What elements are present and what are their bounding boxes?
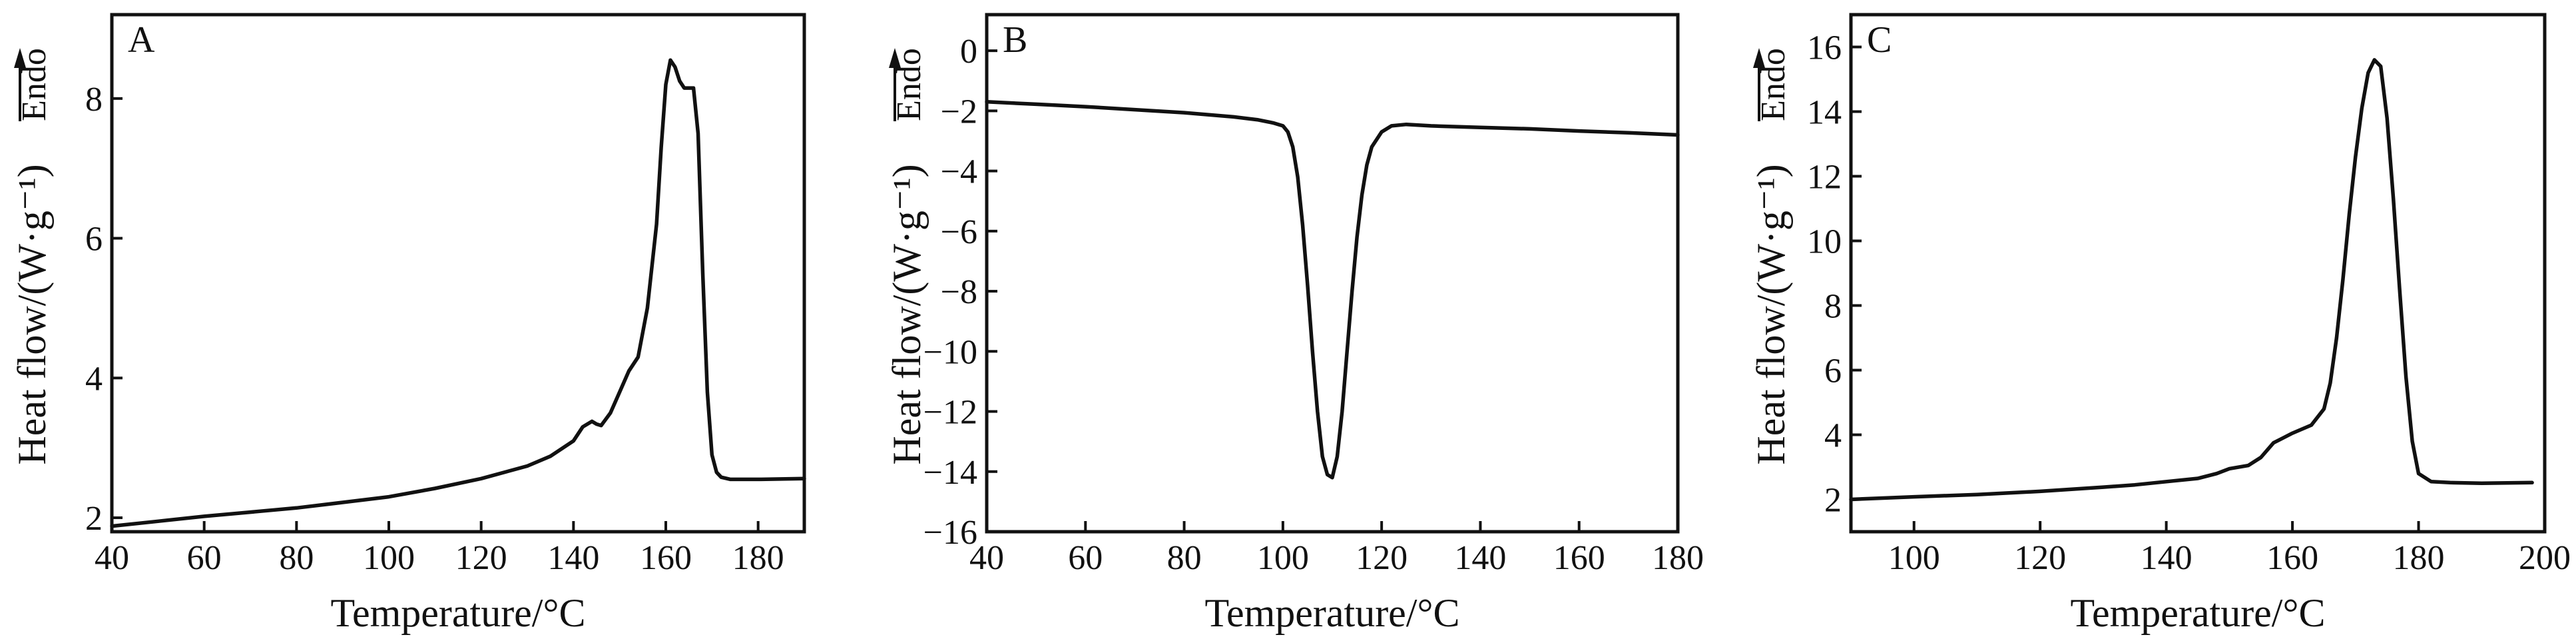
y-tick-label: 12 bbox=[1807, 159, 1842, 197]
x-tick-label: 160 bbox=[1553, 539, 1605, 577]
x-tick-label: 60 bbox=[1068, 539, 1103, 577]
panel-b-frame bbox=[985, 13, 1680, 534]
y-tick-label: 4 bbox=[85, 360, 103, 398]
y-tick-label: 6 bbox=[1824, 352, 1842, 390]
x-tick-label: 120 bbox=[455, 539, 507, 577]
y-tick-label: −10 bbox=[923, 333, 977, 371]
y-tick-label: 8 bbox=[85, 81, 103, 119]
endo-arrow-head-icon bbox=[14, 48, 26, 68]
panel-c-x-axis-label: Temperature/°C bbox=[2071, 591, 2326, 635]
y-tick-label: −8 bbox=[941, 273, 977, 311]
x-tick-label: 180 bbox=[732, 539, 784, 577]
panel-a: 40 60 80 100 120 140 160 180 2 4 6 8A Temperature/°C… bbox=[10, 13, 806, 635]
x-tick-label: 120 bbox=[1356, 539, 1408, 577]
x-tick-label: 140 bbox=[2141, 539, 2192, 577]
x-tick-label: 100 bbox=[1888, 539, 1940, 577]
panel-c-y-axis-label: Heat flow/(W·g⁻¹) bbox=[1749, 164, 1793, 464]
x-tick-label: 140 bbox=[1454, 539, 1506, 577]
x-tick-label: 140 bbox=[547, 539, 599, 577]
x-tick-label: 200 bbox=[2519, 539, 2571, 577]
y-tick-label: 2 bbox=[85, 500, 103, 538]
panel-b: 40 60 80 100 120 140 160 180 0 −2 −4 −6 −8 −10 −12 −14 −… bbox=[885, 13, 1704, 635]
x-tick-label: 40 bbox=[95, 539, 129, 577]
panel-b-x-axis-label: Temperature/°C bbox=[1205, 591, 1460, 635]
y-tick-label: −2 bbox=[941, 93, 977, 131]
y-tick-label: 4 bbox=[1824, 417, 1842, 455]
x-tick-label: 60 bbox=[187, 539, 222, 577]
panel-c: 100 120 140 160 180 200 2 4 6 8 10 12 14 16 C Temperatu… bbox=[1749, 13, 2571, 635]
y-tick-label: 16 bbox=[1807, 29, 1842, 67]
x-tick-label: 180 bbox=[1652, 539, 1704, 577]
y-tick-label: 14 bbox=[1807, 94, 1842, 132]
x-tick-label: 40 bbox=[969, 539, 1004, 577]
x-tick-label: 100 bbox=[1257, 539, 1309, 577]
panel-c-frame bbox=[1849, 13, 2547, 534]
panel-a-frame bbox=[110, 13, 806, 534]
x-tick-label: 120 bbox=[2014, 539, 2066, 577]
endo-arrow-head-icon bbox=[889, 48, 901, 68]
y-tick-label: −14 bbox=[923, 454, 977, 492]
x-tick-label: 160 bbox=[640, 539, 692, 577]
panel-a-heat-flow-curve bbox=[110, 58, 806, 528]
x-tick-label: 80 bbox=[279, 539, 314, 577]
panel-a-y-axis-label: Heat flow/(W·g⁻¹) bbox=[10, 164, 54, 464]
panel-c-heat-flow-curve bbox=[1849, 58, 2534, 502]
x-tick-label: 180 bbox=[2393, 539, 2445, 577]
panel-c-endo-label: Endo bbox=[1754, 48, 1792, 121]
y-tick-label: 8 bbox=[1824, 288, 1842, 326]
panel-b-endo-label: Endo bbox=[890, 48, 928, 121]
panel-b-letter: B bbox=[1003, 19, 1027, 61]
panel-b-heat-flow-curve bbox=[985, 100, 1680, 480]
panel-c-letter: C bbox=[1867, 19, 1892, 61]
x-tick-label: 100 bbox=[363, 539, 415, 577]
y-tick-label: −12 bbox=[923, 394, 977, 432]
y-tick-label: 0 bbox=[960, 33, 977, 71]
panel-a-endo-label: Endo bbox=[15, 48, 53, 121]
panel-a-letter: A bbox=[128, 19, 155, 61]
y-tick-label: 10 bbox=[1807, 223, 1842, 261]
y-tick-label: 2 bbox=[1824, 482, 1842, 520]
panel-b-y-axis-label: Heat flow/(W·g⁻¹) bbox=[885, 164, 929, 464]
x-tick-label: 160 bbox=[2266, 539, 2318, 577]
y-tick-label: −6 bbox=[941, 213, 977, 251]
x-tick-label: 80 bbox=[1167, 539, 1202, 577]
panel-a-x-axis-label: Temperature/°C bbox=[331, 591, 586, 635]
y-tick-label: −16 bbox=[923, 514, 977, 552]
y-tick-label: 6 bbox=[85, 221, 103, 259]
y-tick-label: −4 bbox=[941, 153, 977, 191]
endo-arrow-head-icon bbox=[1753, 48, 1765, 68]
